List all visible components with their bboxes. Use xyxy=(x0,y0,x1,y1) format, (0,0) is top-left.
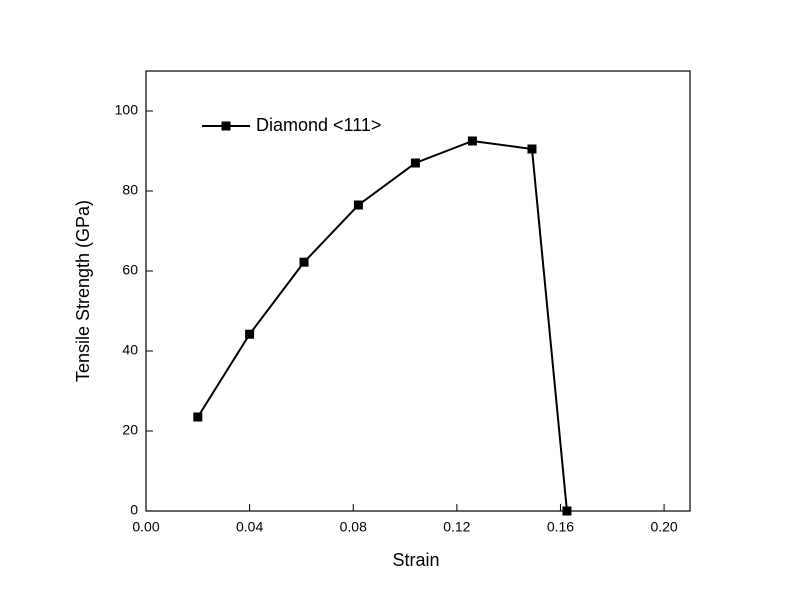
marker xyxy=(527,144,537,154)
marker xyxy=(353,200,363,210)
plot-frame xyxy=(145,70,691,512)
x-axis-label: Strain xyxy=(392,550,439,570)
x-tick-label: 0.08 xyxy=(340,519,367,535)
marker xyxy=(193,412,203,422)
y-tick-label: 20 xyxy=(122,422,138,438)
y-tick-label: 80 xyxy=(122,182,138,198)
y-tick-label: 60 xyxy=(122,262,138,278)
series-line xyxy=(196,139,568,512)
x-tick-label: 0.00 xyxy=(132,519,159,535)
x-tick-label: 0.20 xyxy=(650,519,677,535)
legend-marker xyxy=(221,121,231,131)
marker xyxy=(467,136,477,146)
y-tick-label: 40 xyxy=(122,342,138,358)
x-tick-label: 0.16 xyxy=(547,519,574,535)
legend-label: Diamond <111> xyxy=(256,115,381,135)
y-tick-label: 100 xyxy=(115,102,139,118)
marker xyxy=(562,506,572,516)
x-tick-label: 0.04 xyxy=(236,519,263,535)
marker xyxy=(410,158,420,168)
marker xyxy=(299,257,309,267)
x-tick-label: 0.12 xyxy=(443,519,470,535)
marker xyxy=(245,329,255,339)
y-tick-label: 0 xyxy=(130,502,138,518)
y-axis-label: Tensile Strength (GPa) xyxy=(73,200,93,382)
